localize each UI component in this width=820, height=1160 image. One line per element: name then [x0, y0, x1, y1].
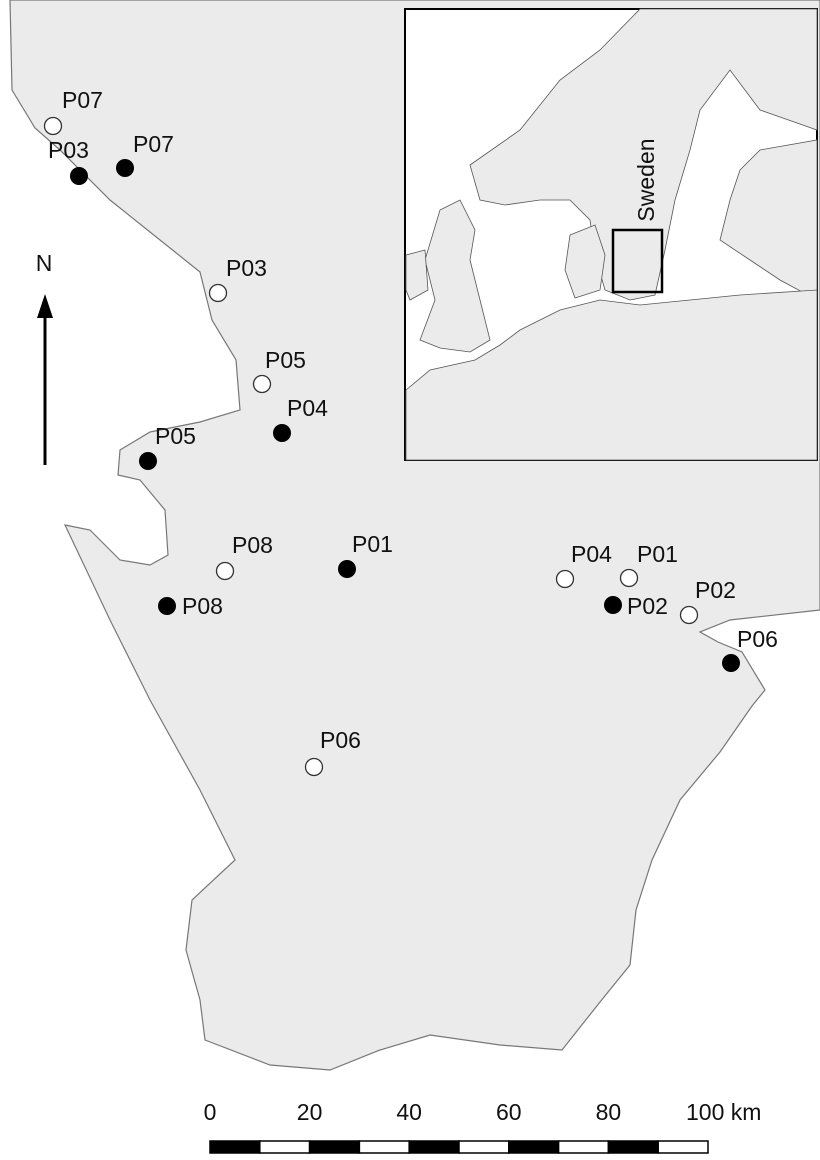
open-site [304, 757, 324, 777]
site-label: P02 [627, 593, 668, 619]
filled-site [338, 560, 356, 578]
scale-bar: 0 20 40 60 80 100 km [204, 1099, 761, 1154]
site-label: P01 [352, 531, 393, 557]
site-label: P07 [62, 87, 103, 113]
site-label: P06 [737, 626, 778, 652]
scale-label: 20 [297, 1099, 323, 1125]
scale-label: 60 [496, 1099, 522, 1125]
scale-segment [358, 1140, 410, 1154]
site-label: P08 [232, 532, 273, 558]
north-label: N [36, 250, 53, 276]
site-label: P06 [320, 727, 361, 753]
scale-segment [657, 1140, 709, 1154]
scale-label: 80 [596, 1099, 622, 1125]
site-label: P05 [265, 347, 306, 373]
open-site [619, 568, 639, 588]
filled-site [139, 452, 157, 470]
study-area-box [611, 228, 664, 294]
filled-site [158, 597, 176, 615]
open-site [208, 283, 228, 303]
open-site [555, 569, 575, 589]
site-label: P03 [48, 137, 89, 163]
site-label: P07 [133, 131, 174, 157]
scale-segment [209, 1140, 261, 1154]
filled-site [70, 167, 88, 185]
country-label: Sweden [633, 138, 659, 221]
site-label: P05 [155, 423, 196, 449]
scale-label: 100 km [686, 1099, 761, 1125]
site-label: P04 [571, 541, 612, 567]
site-label: P01 [637, 541, 678, 567]
site-label: P03 [226, 255, 267, 281]
site-label: P04 [287, 395, 328, 421]
filled-site [604, 596, 622, 614]
filled-site [116, 159, 134, 177]
scale-segment [308, 1140, 361, 1154]
scale-segment [458, 1140, 510, 1154]
denmark [564, 224, 606, 299]
ireland [405, 249, 429, 301]
site-label: P08 [182, 593, 223, 619]
open-site [679, 605, 699, 625]
scale-segment [508, 1140, 560, 1154]
continent [405, 289, 818, 461]
finland-east [719, 139, 818, 301]
scale-segment [557, 1140, 610, 1154]
scale-segment [408, 1140, 460, 1154]
scale-segment [607, 1140, 659, 1154]
site-label: P02 [695, 577, 736, 603]
scale-label: 0 [204, 1099, 217, 1125]
scale-label: 40 [396, 1099, 422, 1125]
inset-map: Sweden [404, 8, 818, 461]
britain [419, 199, 491, 353]
open-site [252, 374, 272, 394]
open-site [215, 561, 235, 581]
filled-site [722, 654, 740, 672]
north-arrow: N [36, 250, 53, 465]
open-site [43, 116, 63, 136]
scandinavia [469, 8, 818, 301]
filled-site [273, 424, 291, 442]
scale-segment [259, 1140, 311, 1154]
